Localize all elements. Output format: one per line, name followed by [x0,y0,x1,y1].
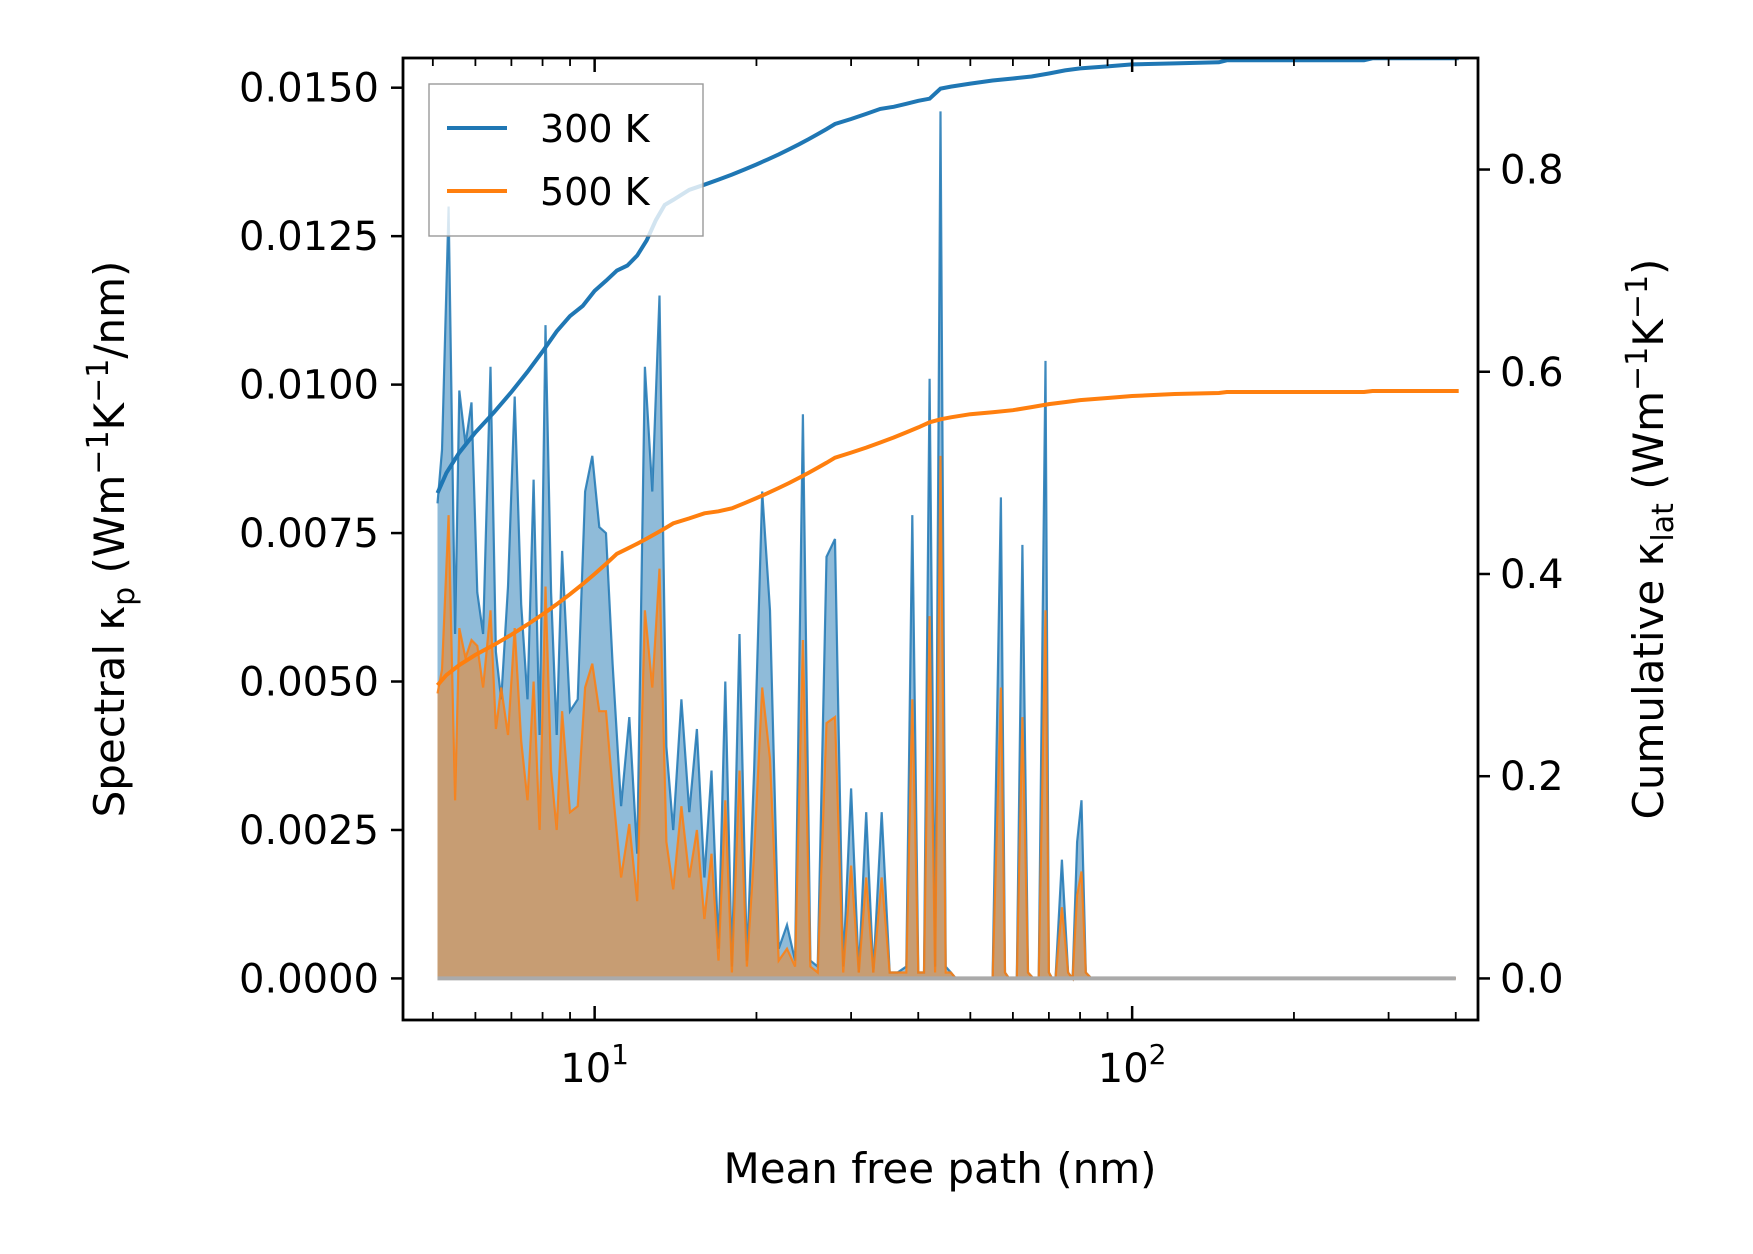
y-left-tick-label: 0.0000 [239,956,379,1002]
y-left-tick-label: 0.0150 [239,66,379,112]
legend: 300 K 500 K [428,83,704,237]
y-left-title-unit: (Wm [85,475,134,587]
legend-box [428,83,704,237]
x-tick-label-exponent: 2 [1149,1038,1167,1071]
y-left-tick-label: 0.0025 [239,808,379,854]
x-tick-label-base: 10 [1098,1046,1149,1092]
y-left-tick-label: 0.0050 [239,660,379,706]
x-tick-label: 101 [560,1038,629,1092]
y-right-tick-label: 0.6 [1500,350,1564,396]
cumulative-500K-line [435,389,1459,687]
y-right-tick-label: 0.8 [1500,148,1564,194]
y-left-title-sup1: −1 [81,430,116,474]
y-right-tick-label: 0.4 [1500,552,1564,598]
legend-label-500K: 500 K [540,170,651,214]
x-tick-label-exponent: 1 [611,1038,629,1071]
y-left-tick-label: 0.0075 [239,511,379,557]
x-axis-title: Mean free path (nm) [723,1144,1156,1193]
y-left-title-sup2: −1 [81,359,116,403]
y-left-tick-label: 0.0125 [239,214,379,260]
y-left-title-unit-end: /nm) [85,261,134,359]
y-right-title-sup2: −1 [1620,275,1655,319]
y-right-title-sup1: −1 [1620,347,1655,391]
y-right-title-main: Cumulative κ [1624,542,1673,820]
y-right-title-unit-end: ) [1624,259,1673,275]
y-left-title-main: Spectral κ [85,606,134,818]
y-axis-left-title: Spectral κp (Wm−1K−1/nm) [81,261,142,818]
cumulative-300K-line [435,58,1459,494]
y-left-tick-label: 0.0100 [239,363,379,409]
y-left-title-subscript: p [107,587,142,606]
legend-label-300K: 300 K [540,107,651,151]
x-tick-label-base: 10 [560,1046,611,1092]
tick-layer: 0.00000.00250.00500.00750.01000.01250.01… [239,58,1564,1092]
y-right-tick-label: 0.2 [1500,754,1564,800]
y-right-tick-label: 0.0 [1500,956,1564,1002]
y-left-title-unit-k: K [85,401,134,430]
line-layer [435,58,1459,687]
y-right-title-unit-k: K [1624,318,1673,347]
spectral-fill-layer [436,111,1456,982]
y-right-title-unit: (Wm [1624,391,1673,503]
y-axis-right-title: Cumulative κlat (Wm−1K−1) [1620,259,1681,820]
y-right-title-subscript: lat [1646,503,1681,542]
plot-frame [401,56,1480,1022]
x-tick-label: 102 [1098,1038,1167,1092]
spectral-500K-fill [437,455,1456,979]
